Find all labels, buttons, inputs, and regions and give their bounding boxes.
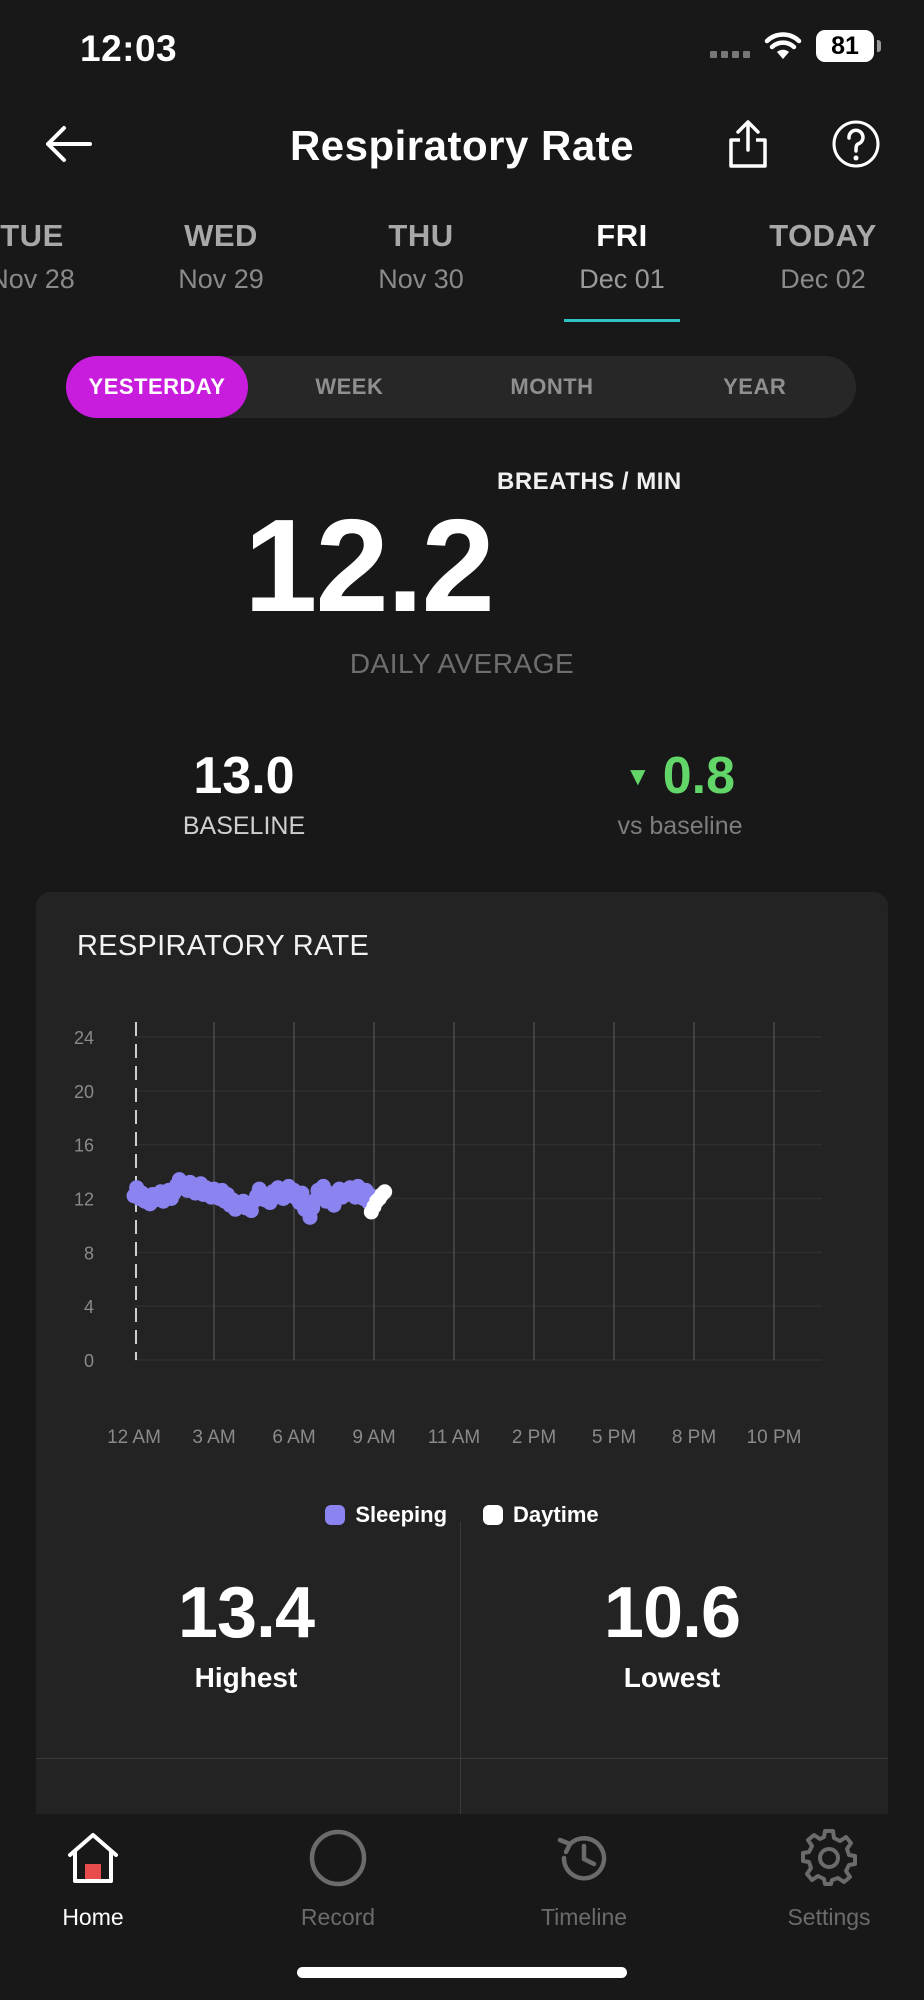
highest-label: Highest — [194, 1662, 298, 1693]
help-button[interactable] — [824, 112, 888, 176]
chart-x-tick-label: 2 PM — [512, 1427, 556, 1448]
tab-home[interactable]: Home — [3, 1826, 183, 1931]
delta-metric: ▼ 0.8 vs baseline — [530, 746, 830, 841]
baseline-label: BASELINE — [182, 812, 306, 840]
lowest-label: Lowest — [623, 1662, 721, 1693]
gear-icon — [801, 1829, 857, 1886]
tab-timeline[interactable]: Timeline — [494, 1826, 674, 1931]
lowest-stat: 10.6 Lowest — [462, 1572, 882, 1694]
chart-x-tick-label: 12 AM — [107, 1427, 161, 1448]
date-label: Nov 29 — [178, 264, 264, 294]
chart-y-tick-label: 8 — [84, 1243, 94, 1263]
chart-y-tick-label: 4 — [84, 1297, 94, 1317]
chart-point-daytime — [377, 1184, 393, 1200]
date-today[interactable]: TODAY Dec 02 — [733, 218, 913, 295]
chart-x-tick-label: 8 PM — [672, 1427, 716, 1448]
highest-value: 13.4 — [177, 1573, 315, 1653]
chart-legend: Sleeping Daytime — [36, 1502, 888, 1528]
cellular-icon — [710, 34, 750, 58]
tab-settings[interactable]: Settings — [739, 1826, 919, 1931]
chart-x-tick-label: 11 AM — [428, 1427, 480, 1448]
triangle-down-icon: ▼ — [624, 760, 651, 791]
chart-y-tick-label: 20 — [74, 1082, 94, 1102]
arrow-left-icon — [46, 126, 92, 162]
delta-row: ▼ 0.8 — [530, 746, 830, 806]
date-label: Nov 30 — [378, 264, 464, 294]
period-month[interactable]: MONTH — [510, 374, 594, 399]
stats-divider — [460, 1522, 461, 2000]
tab-label: Timeline — [540, 1904, 628, 1930]
date-dow: WED — [184, 218, 258, 253]
chart-x-tick-label: 6 AM — [272, 1427, 315, 1448]
legend-swatch-sleeping — [325, 1505, 346, 1525]
period-yesterday[interactable]: YESTERDAY — [66, 356, 248, 418]
battery-indicator: 81 — [816, 30, 881, 62]
chart-x-tick-label: 10 PM — [747, 1427, 802, 1448]
period-selector: YESTERDAY WEEK MONTH YEAR — [66, 356, 856, 418]
card-title: RESPIRATORY RATE — [77, 930, 370, 962]
tab-label: Record — [300, 1904, 376, 1930]
respiratory-rate-chart[interactable]: 24 20 16 12 8 4 0 12 AM 3 AM 6 AM 9 AM 11 AM 2 PM 5 P… — [36, 892, 888, 1472]
legend-label: Sleeping — [355, 1502, 448, 1527]
date-dow: FRI — [596, 218, 648, 253]
date-wed[interactable]: WED Nov 29 — [131, 218, 311, 295]
date-dow: TUE — [0, 218, 64, 253]
chart-y-tick-label: 16 — [74, 1136, 94, 1156]
history-icon — [557, 1836, 607, 1881]
chart-x-tick-label: 9 AM — [352, 1427, 395, 1448]
date-dow: TODAY — [769, 218, 877, 253]
chart-x-tick-label: 3 AM — [192, 1427, 235, 1448]
legend-swatch-daytime — [483, 1505, 504, 1525]
unit-label: BREATHS / MIN — [497, 468, 682, 495]
delta-label: vs baseline — [617, 812, 743, 840]
daily-average-caption: DAILY AVERAGE — [349, 648, 575, 679]
tab-label: Settings — [787, 1904, 871, 1930]
date-tue[interactable]: TUE Nov 28 — [0, 218, 122, 295]
selected-date-indicator — [564, 319, 680, 322]
legend-sleeping: Sleeping — [325, 1502, 447, 1528]
home-icon — [68, 1833, 118, 1883]
baseline-value: 13.0 — [193, 747, 295, 805]
chart-y-tick-label: 24 — [74, 1028, 94, 1048]
date-label: Dec 01 — [579, 264, 665, 294]
lowest-value: 10.6 — [603, 1573, 741, 1653]
period-year[interactable]: YEAR — [723, 374, 787, 399]
status-icons: 81 — [710, 30, 881, 62]
card-divider — [36, 1758, 888, 1759]
record-circle-icon — [309, 1829, 367, 1887]
date-thu[interactable]: THU Nov 30 — [331, 218, 511, 295]
wifi-icon — [764, 32, 802, 59]
tab-record[interactable]: Record — [248, 1826, 428, 1931]
back-button[interactable] — [36, 112, 100, 176]
highest-stat: 13.4 Highest — [36, 1572, 456, 1694]
daily-average-value: 12.2 — [244, 492, 495, 639]
home-indicator — [297, 1967, 627, 1978]
legend-label: Daytime — [513, 1502, 599, 1527]
tab-label: Home — [62, 1904, 124, 1930]
date-label: Dec 02 — [780, 264, 866, 294]
legend-daytime: Daytime — [483, 1502, 599, 1528]
date-fri-selected[interactable]: FRI Dec 01 — [532, 218, 712, 295]
share-icon — [729, 120, 767, 168]
period-week[interactable]: WEEK — [315, 374, 384, 399]
baseline-metric: 13.0 BASELINE — [94, 746, 394, 841]
chart-y-tick-label: 0 — [84, 1351, 94, 1371]
status-time: 12:03 — [80, 28, 178, 69]
chart-y-tick-label: 12 — [74, 1190, 94, 1210]
delta-value: 0.8 — [662, 747, 736, 805]
question-circle-icon — [832, 120, 880, 168]
date-label: Nov 28 — [0, 264, 75, 294]
page-title: Respiratory Rate — [289, 122, 635, 169]
date-dow: THU — [388, 218, 454, 253]
chart-x-tick-label: 5 PM — [592, 1427, 636, 1448]
share-button[interactable] — [716, 112, 780, 176]
